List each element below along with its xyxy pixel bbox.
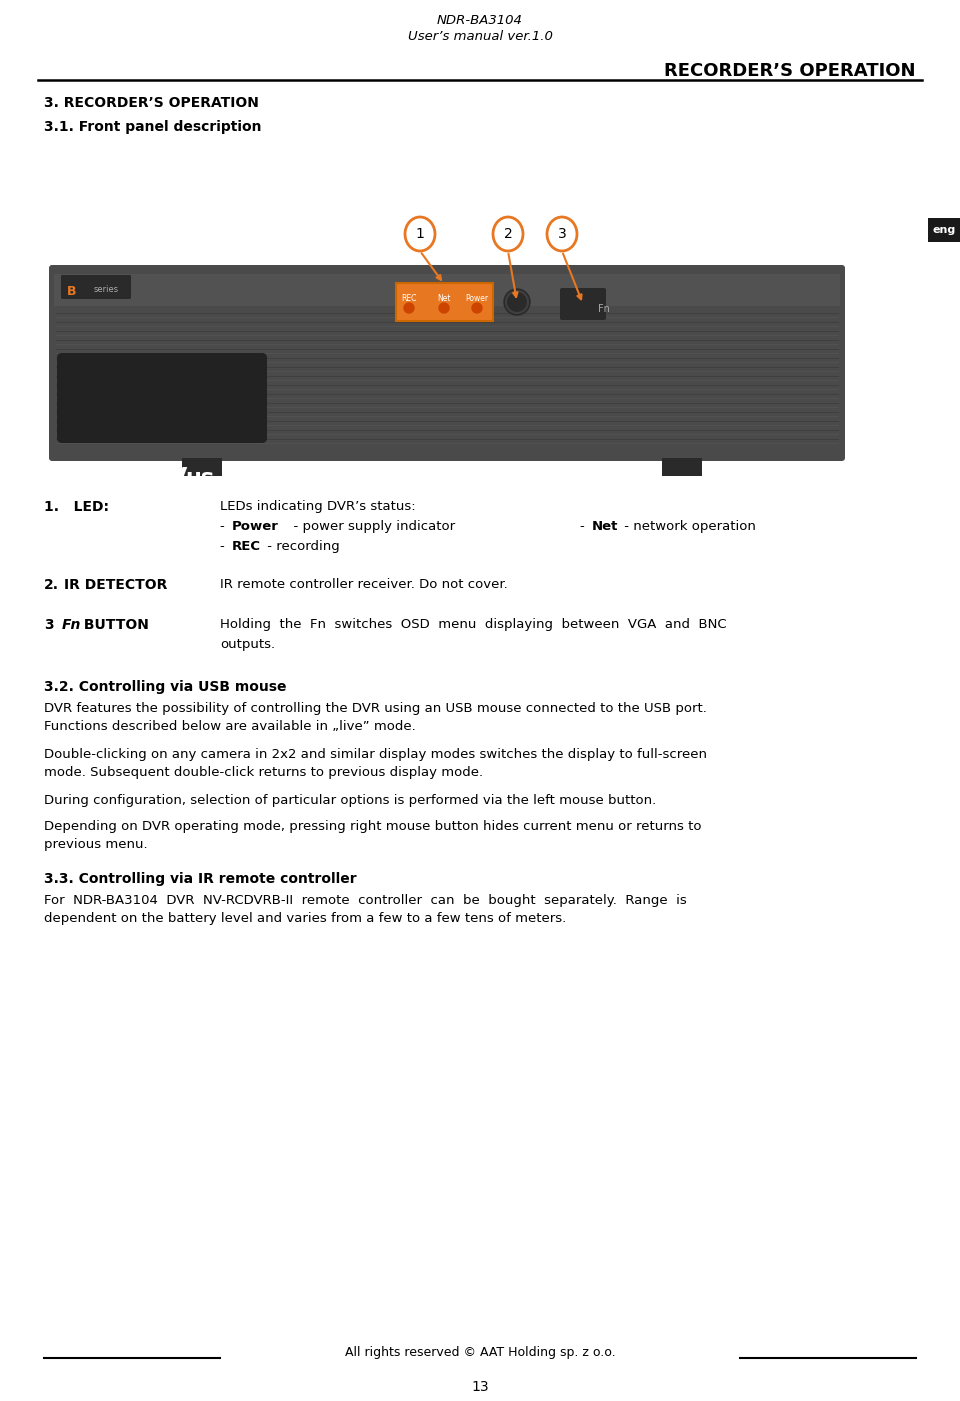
Text: - network operation: - network operation: [620, 520, 756, 532]
Circle shape: [439, 303, 449, 312]
Text: - power supply indicator: - power supply indicator: [285, 520, 455, 532]
Text: V: V: [168, 467, 187, 490]
Text: User’s manual ver.1.0: User’s manual ver.1.0: [408, 29, 552, 43]
FancyBboxPatch shape: [560, 289, 606, 319]
Ellipse shape: [405, 217, 435, 251]
Text: Depending on DVR operating mode, pressing right mouse button hides current menu : Depending on DVR operating mode, pressin…: [44, 820, 702, 834]
Text: 3: 3: [44, 618, 54, 632]
Text: 13: 13: [471, 1380, 489, 1394]
Text: previous menu.: previous menu.: [44, 838, 148, 850]
FancyBboxPatch shape: [49, 265, 845, 461]
FancyBboxPatch shape: [57, 353, 267, 443]
Text: series: series: [94, 284, 119, 294]
Text: -: -: [580, 520, 589, 532]
Text: 3.1. Front panel description: 3.1. Front panel description: [44, 120, 261, 134]
Text: dependent on the battery level and varies from a few to a few tens of meters.: dependent on the battery level and varie…: [44, 912, 566, 925]
FancyBboxPatch shape: [662, 458, 702, 476]
Text: eng: eng: [932, 226, 955, 235]
Text: REC: REC: [401, 294, 417, 303]
Text: Net: Net: [437, 294, 451, 303]
Text: - recording: - recording: [263, 539, 340, 553]
Text: During configuration, selection of particular options is performed via the left : During configuration, selection of parti…: [44, 794, 657, 807]
Text: Fn: Fn: [62, 618, 82, 632]
Text: Power: Power: [466, 294, 489, 303]
Text: 2.: 2.: [44, 579, 59, 593]
FancyBboxPatch shape: [54, 275, 840, 305]
Circle shape: [504, 289, 530, 315]
Text: 3.3. Controlling via IR remote controller: 3.3. Controlling via IR remote controlle…: [44, 871, 356, 885]
Text: us: us: [185, 468, 214, 488]
Ellipse shape: [493, 217, 523, 251]
FancyBboxPatch shape: [61, 275, 131, 298]
Text: Fn: Fn: [598, 304, 610, 314]
Text: 2: 2: [504, 227, 513, 241]
Text: 3: 3: [558, 227, 566, 241]
Text: Power: Power: [232, 520, 278, 532]
Circle shape: [404, 303, 414, 312]
Ellipse shape: [547, 217, 577, 251]
Text: 1.   LED:: 1. LED:: [44, 500, 109, 514]
FancyBboxPatch shape: [396, 283, 493, 321]
Text: BUTTON: BUTTON: [79, 618, 149, 632]
Text: 3. RECORDER’S OPERATION: 3. RECORDER’S OPERATION: [44, 97, 259, 111]
Text: -: -: [220, 520, 229, 532]
Text: Double-clicking on any camera in 2x2 and similar display modes switches the disp: Double-clicking on any camera in 2x2 and…: [44, 748, 707, 761]
Text: Net: Net: [592, 520, 618, 532]
Text: 3.2. Controlling via USB mouse: 3.2. Controlling via USB mouse: [44, 679, 286, 693]
Circle shape: [472, 303, 482, 312]
Text: 1: 1: [416, 227, 424, 241]
Text: RECORDER’S OPERATION: RECORDER’S OPERATION: [663, 62, 915, 80]
FancyBboxPatch shape: [182, 458, 222, 476]
Text: NDR-BA3104: NDR-BA3104: [437, 14, 523, 27]
Text: For  NDR-BA3104  DVR  NV-RCDVRB-II  remote  controller  can  be  bought  separat: For NDR-BA3104 DVR NV-RCDVRB-II remote c…: [44, 894, 686, 906]
Text: Functions described below are available in „live” mode.: Functions described below are available …: [44, 720, 416, 733]
Text: -: -: [220, 539, 229, 553]
Text: DVR features the possibility of controlling the DVR using an USB mouse connected: DVR features the possibility of controll…: [44, 702, 707, 715]
FancyBboxPatch shape: [928, 219, 960, 242]
Text: All rights reserved © AAT Holding sp. z o.o.: All rights reserved © AAT Holding sp. z …: [345, 1346, 615, 1359]
Text: IR DETECTOR: IR DETECTOR: [64, 579, 167, 593]
Text: outputs.: outputs.: [220, 637, 276, 651]
Text: LEDs indicating DVR’s status:: LEDs indicating DVR’s status:: [220, 500, 416, 513]
Text: no: no: [131, 468, 162, 488]
Text: REC: REC: [232, 539, 261, 553]
Text: B: B: [67, 284, 77, 298]
Text: mode. Subsequent double-click returns to previous display mode.: mode. Subsequent double-click returns to…: [44, 766, 483, 779]
Text: IR remote controller receiver. Do not cover.: IR remote controller receiver. Do not co…: [220, 579, 508, 591]
Text: Holding  the  Fn  switches  OSD  menu  displaying  between  VGA  and  BNC: Holding the Fn switches OSD menu display…: [220, 618, 727, 630]
